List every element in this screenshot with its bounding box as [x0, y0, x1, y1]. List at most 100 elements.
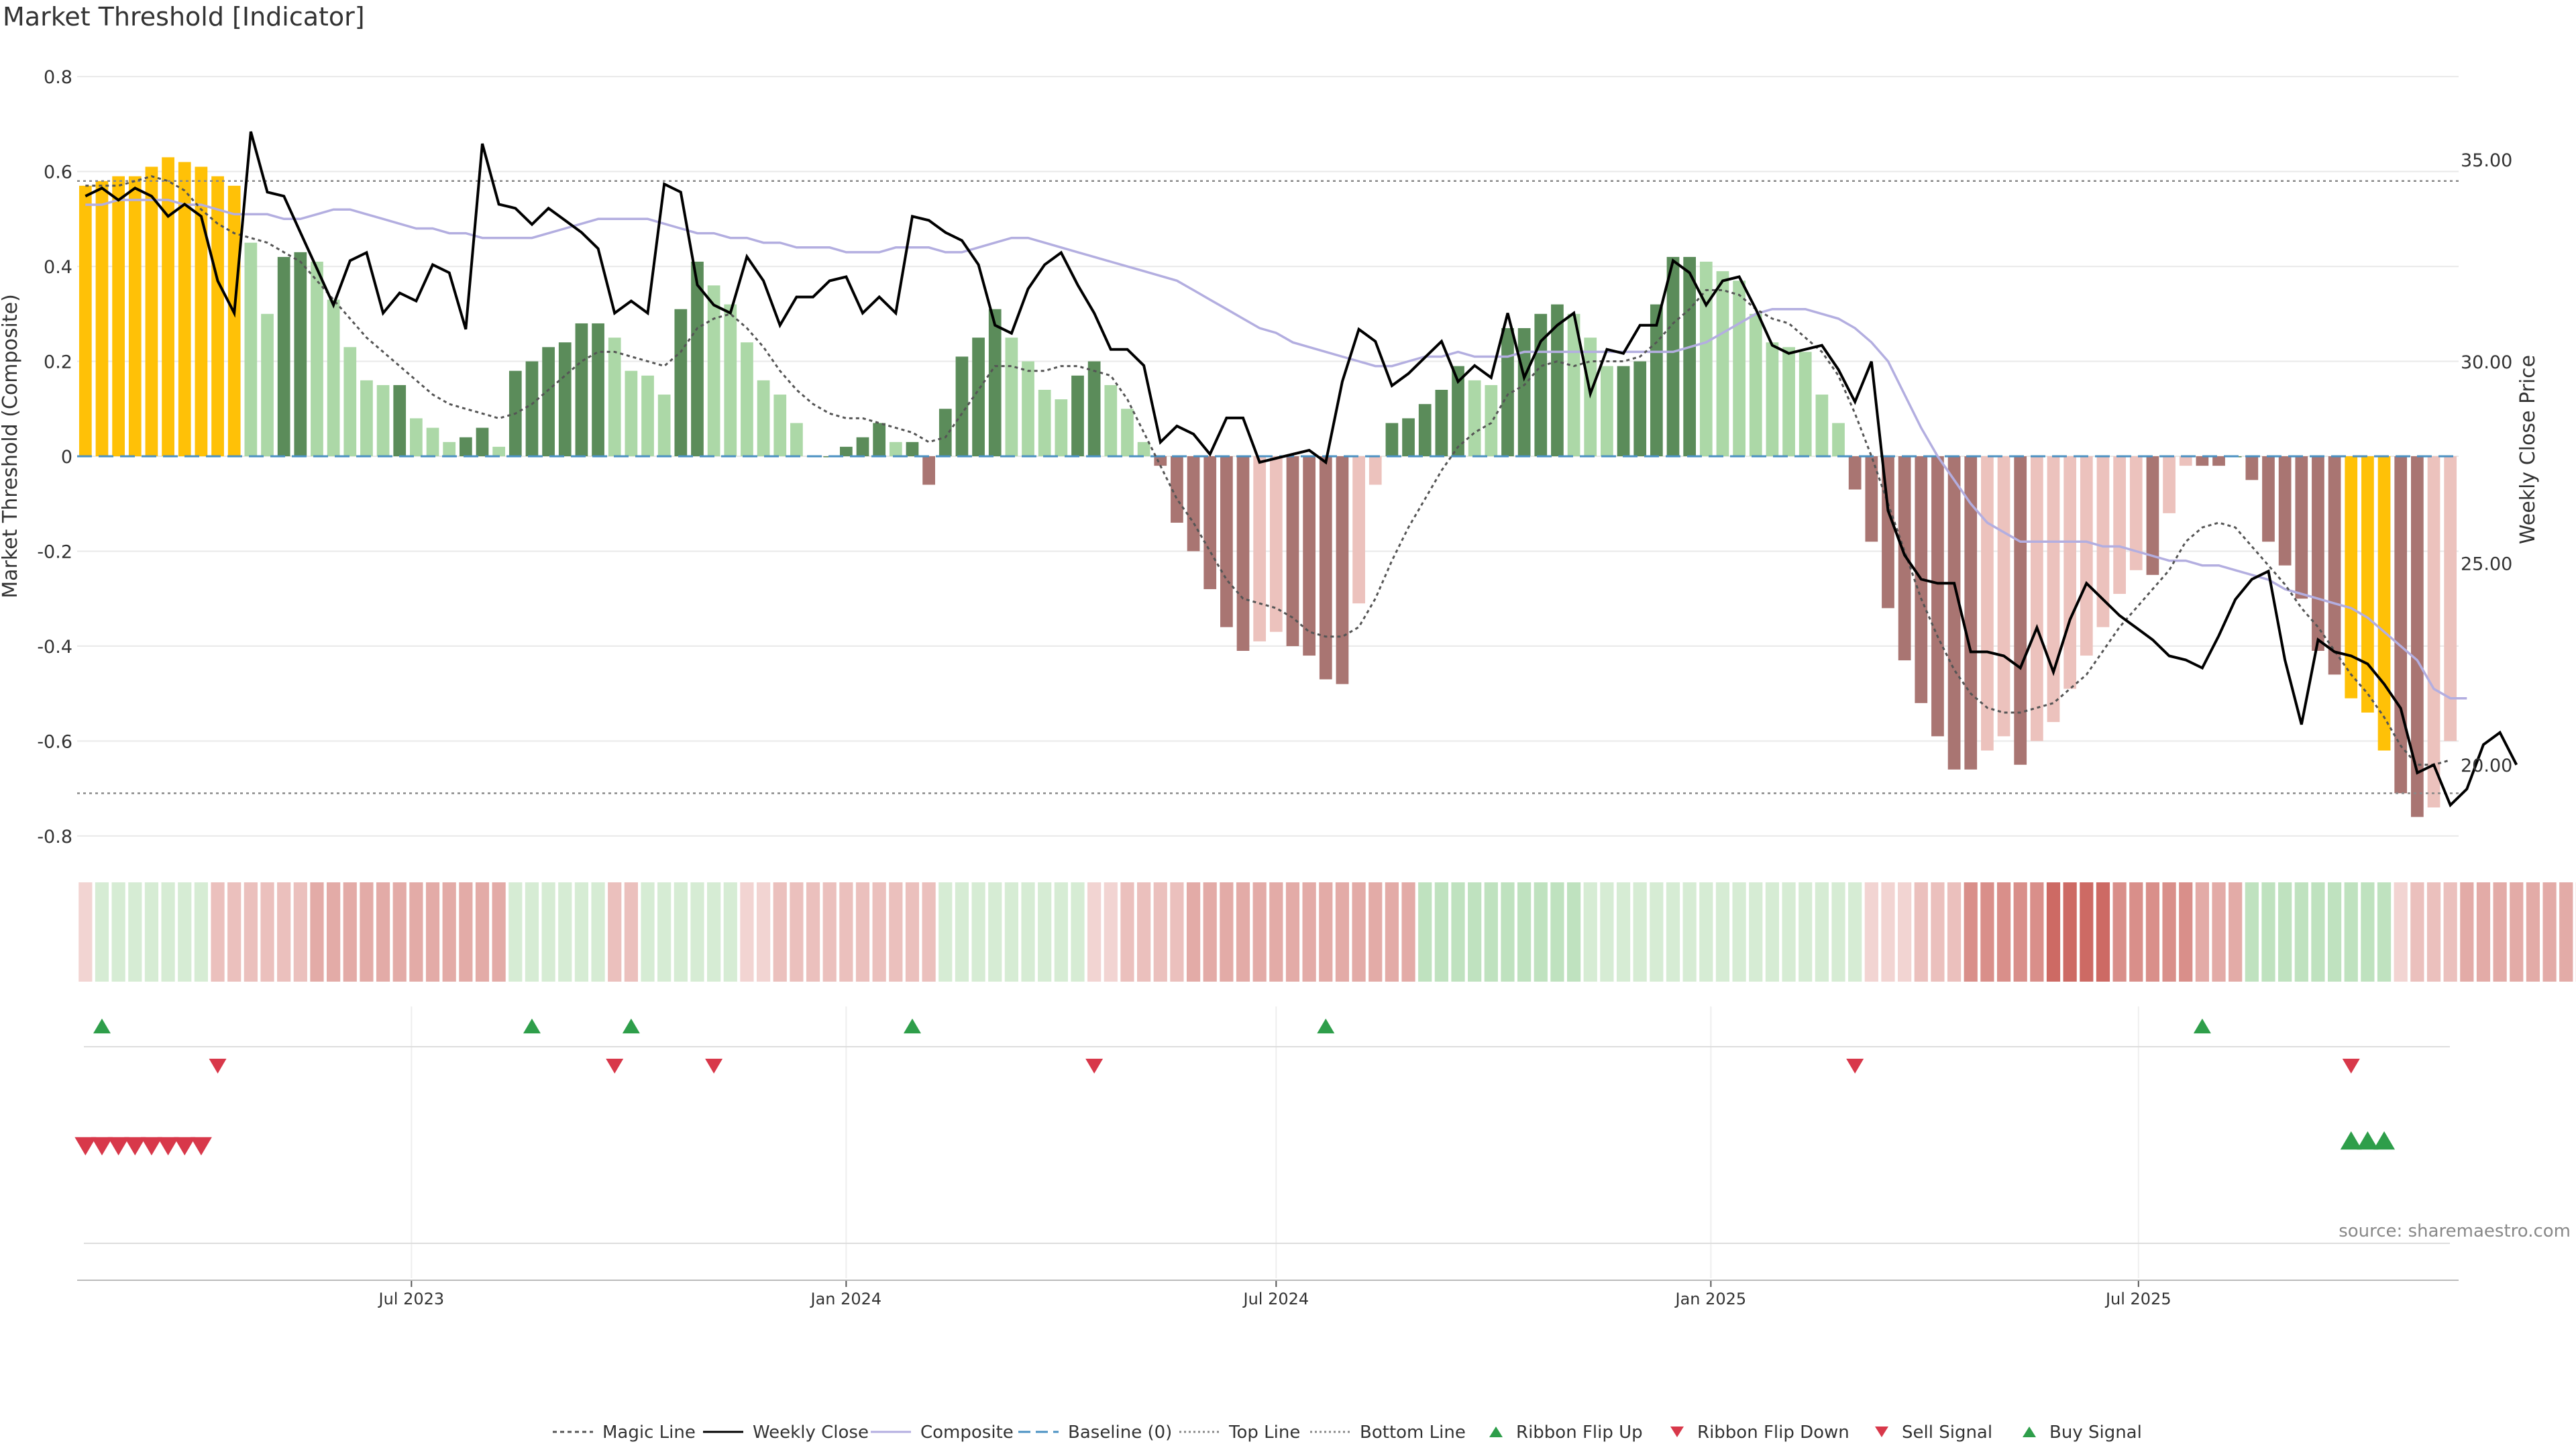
composite-bar: [1220, 456, 1233, 627]
composite-bar: [1485, 385, 1497, 456]
composite-bar: [873, 423, 885, 456]
composite-bar: [1799, 352, 1812, 456]
ribbon-cell: [310, 882, 323, 982]
ribbon-cell: [2542, 882, 2556, 982]
composite-bar: [1981, 456, 1994, 751]
ribbon-cell: [244, 882, 258, 982]
composite-bar: [1121, 409, 1134, 456]
ribbon-cell: [1319, 882, 1332, 982]
ribbon-cell: [2047, 882, 2060, 982]
ribbon-cell: [112, 882, 125, 982]
composite-bar: [2411, 456, 2424, 817]
ribbon-cell: [1997, 882, 2010, 982]
ribbon-cell: [343, 882, 357, 982]
composite-bar: [2163, 456, 2176, 513]
ribbon-cell: [1600, 882, 1613, 982]
ribbon-cell: [2394, 882, 2408, 982]
ribbon-cell: [1120, 882, 1134, 982]
source-note: source: sharemaestro.com: [2339, 1221, 2571, 1241]
composite-bar: [1518, 328, 1531, 456]
ribbon-cell: [657, 882, 671, 982]
composite-bar: [96, 181, 109, 456]
composite-bar: [1832, 423, 1845, 456]
ribbon-cell: [211, 882, 224, 982]
ribbon-cell: [2030, 882, 2043, 982]
composite-bar: [377, 385, 390, 456]
composite-bar: [1419, 404, 1432, 456]
composite-bar: [773, 395, 786, 456]
ribbon-cell: [2295, 882, 2308, 982]
composite-bar: [922, 456, 935, 484]
legend-label: Magic Line: [602, 1422, 696, 1443]
ribbon-cell: [2377, 882, 2391, 982]
ribbon-cell: [1815, 882, 1829, 982]
composite-bar: [857, 437, 869, 456]
ribbon-cell: [2278, 882, 2292, 982]
composite-bar: [576, 323, 588, 456]
ribbon-cell: [1303, 882, 1316, 982]
composite-bar: [2328, 456, 2341, 674]
composite-bar: [1369, 456, 1382, 484]
ribbon-cell: [1220, 882, 1233, 982]
composite-bar: [327, 300, 340, 456]
ribbon-cell: [1550, 882, 1564, 982]
composite-bar: [1617, 366, 1630, 456]
y-tick-label: -0.8: [37, 827, 72, 847]
y-tick-label: 0: [61, 447, 72, 468]
ribbon-cell: [1021, 882, 1034, 982]
ribbon-cell: [839, 882, 853, 982]
y2-axis-label: Weekly Close Price: [2516, 355, 2540, 544]
ribbon-cell: [971, 882, 985, 982]
y-tick-label: 0.6: [44, 162, 72, 183]
composite-bar: [1038, 390, 1051, 456]
legend-label: Ribbon Flip Up: [1516, 1422, 1643, 1443]
composite-bar: [1270, 456, 1283, 632]
legend-label: Weekly Close: [753, 1422, 869, 1443]
ribbon-cell: [443, 882, 456, 982]
ribbon-cell: [2146, 882, 2159, 982]
composite-bar: [790, 423, 803, 456]
ribbon-cell: [1005, 882, 1018, 982]
ribbon-cell: [1253, 882, 1267, 982]
ribbon-cell: [409, 882, 423, 982]
y-tick-label: -0.6: [37, 731, 72, 752]
ribbon-cell: [1187, 882, 1200, 982]
composite-bar: [1998, 456, 2010, 736]
ribbon-cell: [2493, 882, 2507, 982]
ribbon-cell: [2460, 882, 2473, 982]
ribbon-cell: [2080, 882, 2093, 982]
composite-bar: [2295, 456, 2308, 599]
composite-bar: [1203, 456, 1216, 589]
y-axis-label: Market Threshold (Composite): [0, 294, 22, 599]
ribbon-cell: [1418, 882, 1432, 982]
ribbon-cell: [1633, 882, 1647, 982]
ribbon-cell: [2014, 882, 2027, 982]
composite-bar: [228, 186, 241, 456]
ribbon-cell: [1137, 882, 1150, 982]
ribbon-cell: [541, 882, 555, 982]
x-tick-label: Jul 2023: [378, 1290, 445, 1308]
ribbon-cell: [2444, 882, 2457, 982]
composite-bar: [278, 257, 290, 456]
ribbon-cell: [856, 882, 869, 982]
composite-bar: [2262, 456, 2275, 541]
composite-bar: [2361, 456, 2374, 713]
ribbon-cell: [227, 882, 241, 982]
composite-bar: [989, 309, 1002, 456]
ribbon-cell: [1352, 882, 1365, 982]
legend-label: Top Line: [1228, 1422, 1300, 1443]
ribbon-cell: [1485, 882, 1498, 982]
ribbon-cell: [1584, 882, 1597, 982]
ribbon-cell: [508, 882, 522, 982]
ribbon-cell: [690, 882, 704, 982]
composite-bar: [724, 305, 737, 456]
ribbon-cell: [1749, 882, 1762, 982]
ribbon-cell: [145, 882, 158, 982]
composite-bar: [2279, 456, 2292, 566]
ribbon-cell: [95, 882, 109, 982]
composite-bar: [2428, 456, 2440, 807]
composite-bar: [757, 380, 770, 456]
composite-bar: [343, 347, 356, 456]
